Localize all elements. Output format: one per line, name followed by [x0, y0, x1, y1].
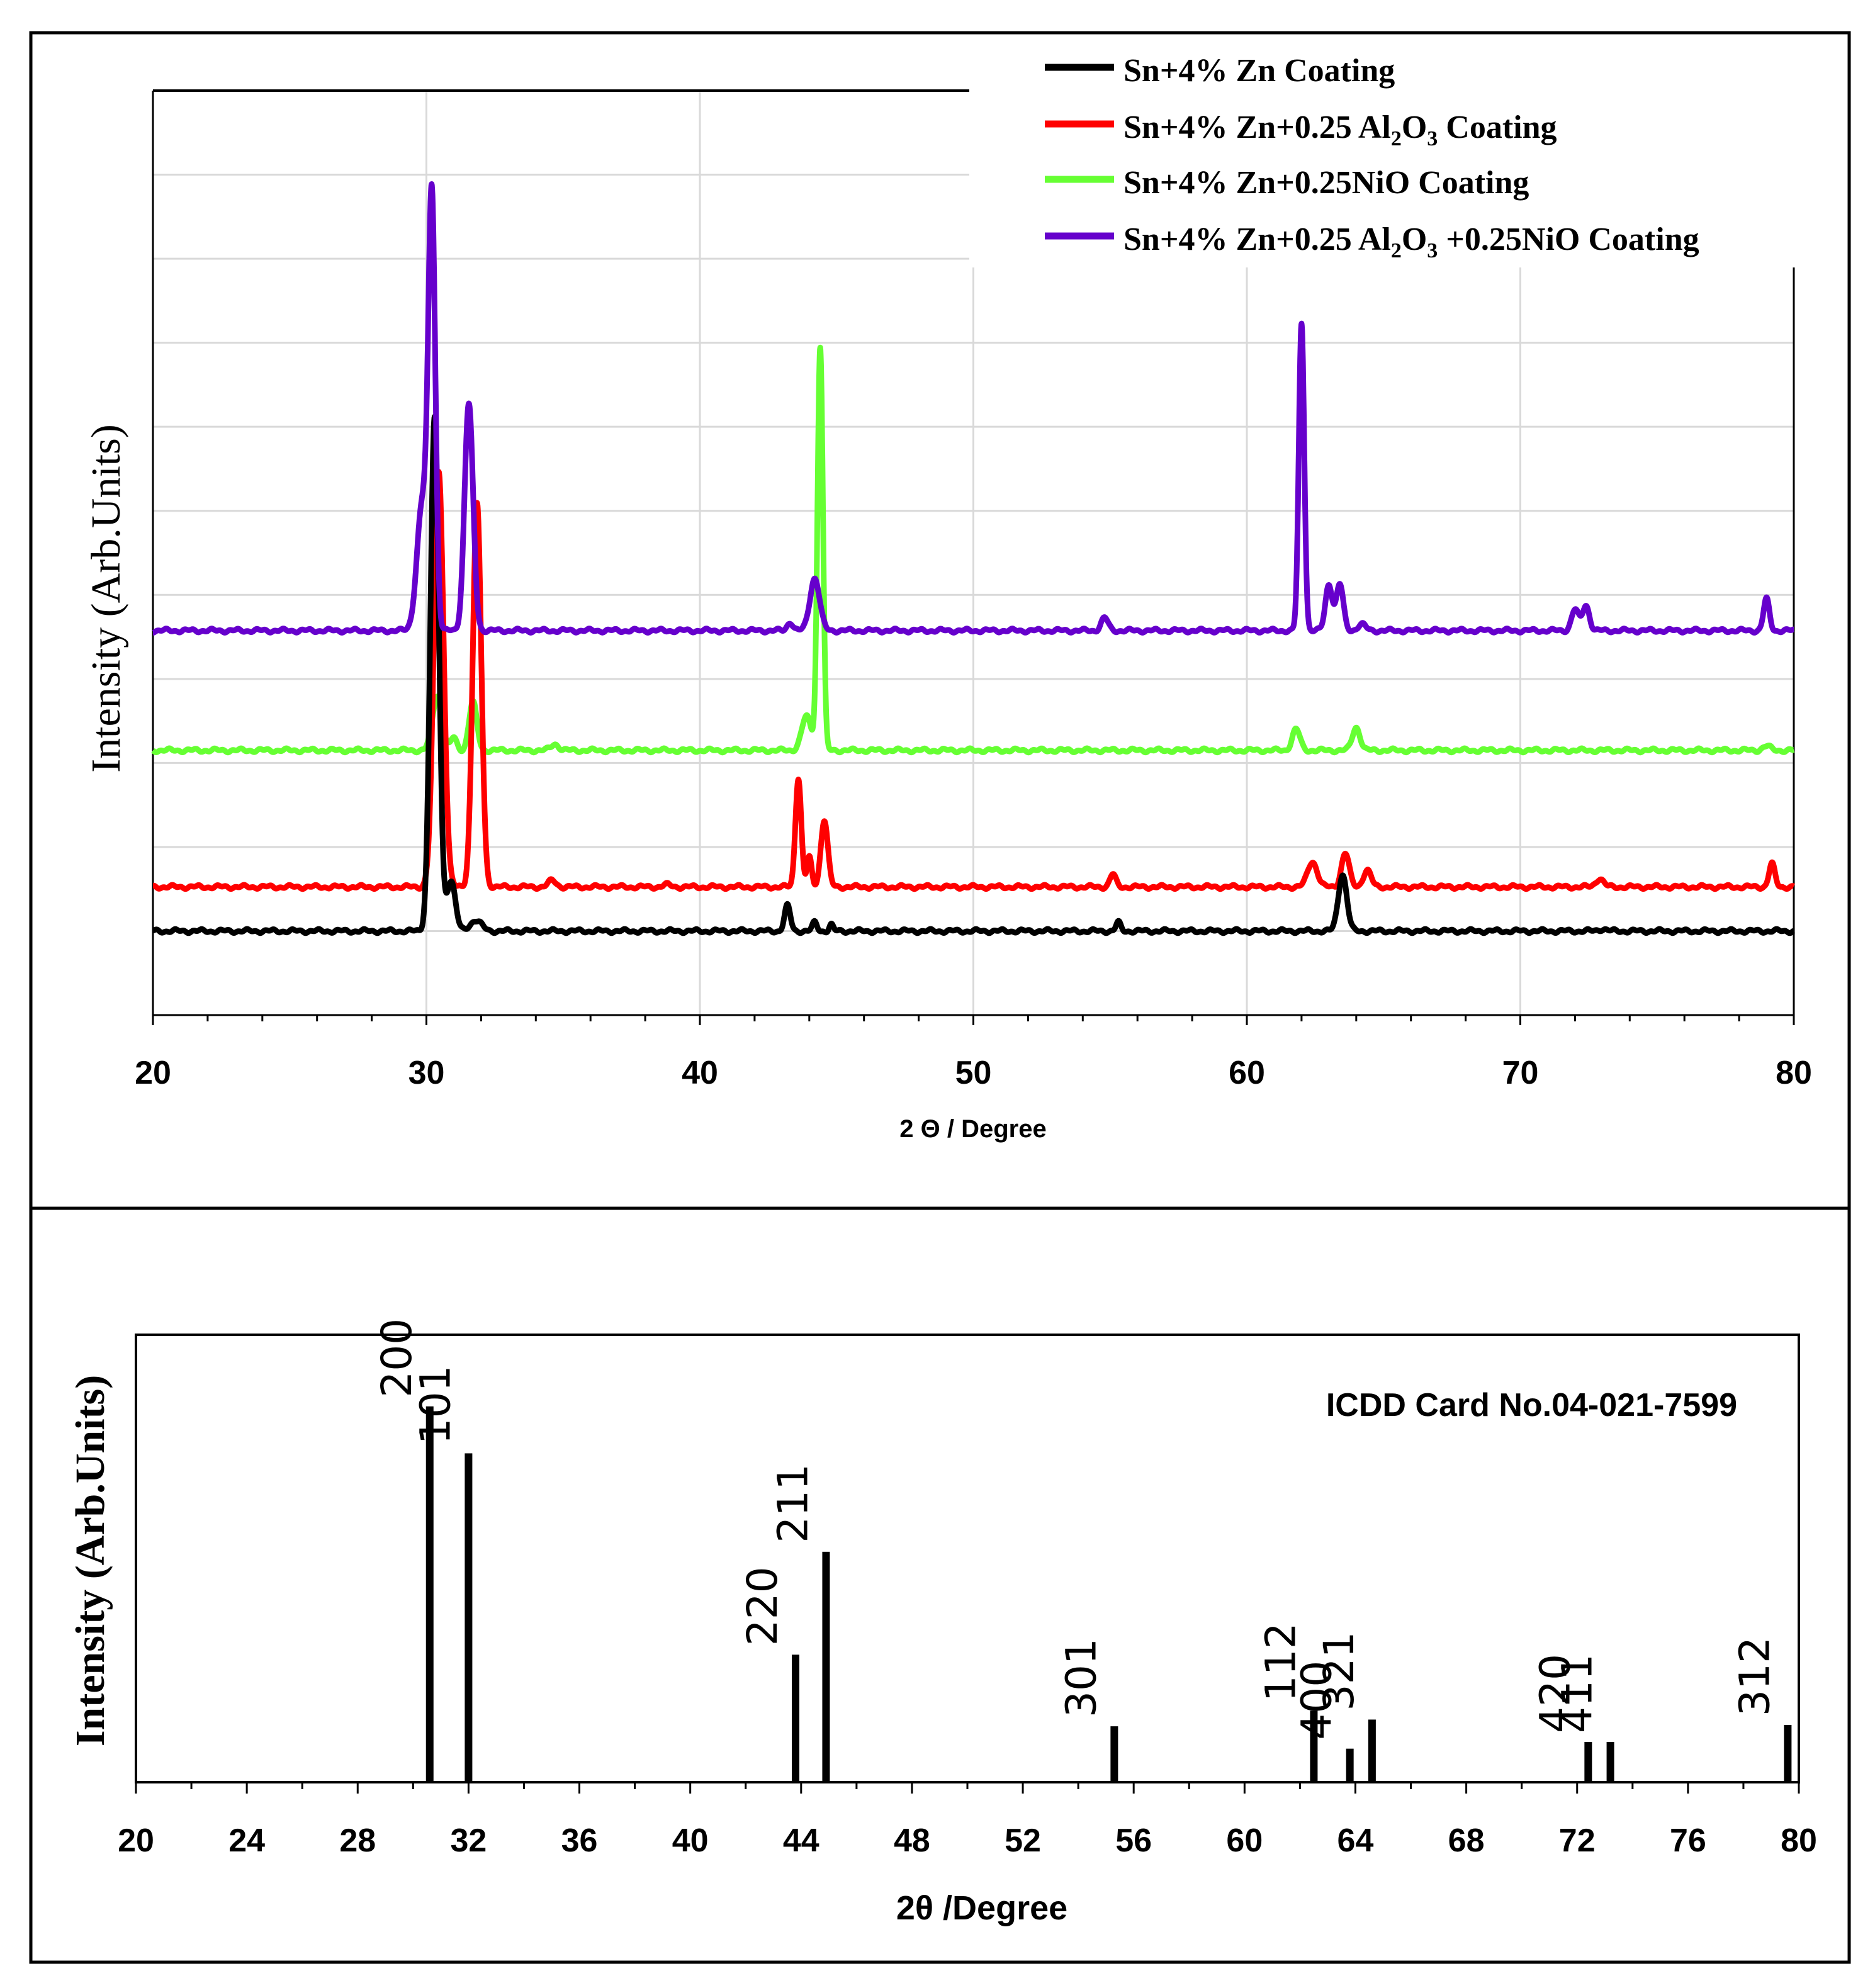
bottom-x-tick-label: 80 [1781, 1822, 1817, 1859]
top-x-tick-label: 30 [408, 1055, 445, 1091]
top-x-tick-label: 80 [1776, 1055, 1812, 1091]
top-x-tick-label: 20 [135, 1055, 171, 1091]
reflection-label-321: 321 [1315, 1632, 1363, 1711]
top-series-layer [150, 181, 1797, 936]
bottom-y-axis-label: Intensity (Arb.Units) [67, 1375, 113, 1746]
bottom-x-tick-label: 40 [672, 1822, 709, 1859]
reflection-bar-200 [425, 1406, 434, 1782]
bottom-panel: 20 24 28 32 36 40 44 48 52 56 60 64 68 72 76 80 2001012… [67, 1318, 1817, 1927]
legend-label-2: Sn+4% Zn+0.25 Al2O3 Coating [1123, 110, 1557, 150]
bottom-x-ticks: 20 24 28 32 36 40 44 48 52 56 60 64 68 72 76 80 [118, 1782, 1817, 1859]
series-line-4 [150, 181, 1797, 636]
bottom-x-tick-label: 76 [1670, 1822, 1706, 1859]
top-x-tick-label: 70 [1502, 1055, 1539, 1091]
reflection-label-112: 112 [1256, 1622, 1305, 1702]
top-x-tick-label: 50 [955, 1055, 992, 1091]
reflection-bar-220 [791, 1654, 799, 1782]
reflection-bar-400 [1346, 1748, 1354, 1782]
reflection-bar-301 [1110, 1726, 1118, 1782]
top-x-ticks: 20 30 40 50 60 70 80 [135, 1015, 1812, 1091]
reflection-label-220: 220 [738, 1566, 787, 1646]
bottom-x-tick-label: 68 [1448, 1822, 1485, 1859]
reflection-label-200: 200 [373, 1318, 421, 1398]
reflection-label-411: 411 [1553, 1654, 1602, 1733]
figure-frame [29, 31, 1851, 1964]
reflection-bar-312 [1784, 1724, 1792, 1782]
top-x-tick-label: 40 [682, 1055, 718, 1091]
reflection-label-312: 312 [1730, 1637, 1779, 1716]
bottom-x-axis-label: 2θ /Degree [896, 1889, 1067, 1927]
bottom-x-tick-label: 56 [1115, 1822, 1152, 1859]
top-legend: Sn+4% Zn Coating Sn+4% Zn+0.25 Al2O3 Coat… [1045, 53, 1699, 262]
reflection-bar-112 [1310, 1710, 1318, 1782]
top-x-tick-label: 60 [1229, 1055, 1265, 1091]
reflection-label-400: 400 [1293, 1661, 1341, 1740]
bottom-x-tick-label: 44 [783, 1822, 819, 1859]
reflection-label-420: 420 [1531, 1654, 1579, 1733]
top-panel: 20 30 40 50 60 70 80 2 Θ / Degree Intensity (A… [83, 53, 1812, 1143]
bottom-x-tick-label: 48 [894, 1822, 930, 1859]
legend-label-3: Sn+4% Zn+0.25NiO Coating [1123, 165, 1529, 201]
reflection-label-101: 101 [411, 1365, 459, 1444]
reflection-bar-420 [1584, 1742, 1592, 1782]
series-line-1 [150, 413, 1797, 936]
icdd-card-label: ICDD Card No.04-021-7599 [1326, 1387, 1737, 1424]
legend-label-1: Sn+4% Zn Coating [1123, 53, 1395, 89]
bottom-x-tick-label: 32 [450, 1822, 487, 1859]
bottom-x-tick-label: 60 [1226, 1822, 1263, 1859]
top-y-axis-label: Intensity (Arb.Units) [83, 424, 129, 773]
top-x-axis-label: 2 Θ / Degree [899, 1115, 1046, 1143]
bottom-x-tick-label: 64 [1337, 1822, 1374, 1859]
reflection-label-211: 211 [769, 1464, 817, 1543]
bottom-x-tick-label: 52 [1005, 1822, 1041, 1859]
reflection-bar-411 [1606, 1742, 1614, 1782]
reflection-bar-101 [465, 1453, 473, 1782]
bottom-x-tick-label: 72 [1559, 1822, 1596, 1859]
bottom-x-tick-label: 36 [561, 1822, 598, 1859]
bottom-x-tick-label: 20 [118, 1822, 154, 1859]
reflection-label-301: 301 [1057, 1638, 1105, 1717]
reflection-bar-211 [822, 1551, 830, 1782]
bottom-x-tick-label: 28 [339, 1822, 376, 1859]
bottom-x-tick-label: 24 [228, 1822, 265, 1859]
reflection-bar-321 [1368, 1719, 1376, 1782]
legend-label-4: Sn+4% Zn+0.25 Al2O3 +0.25NiO Coating [1123, 222, 1699, 262]
